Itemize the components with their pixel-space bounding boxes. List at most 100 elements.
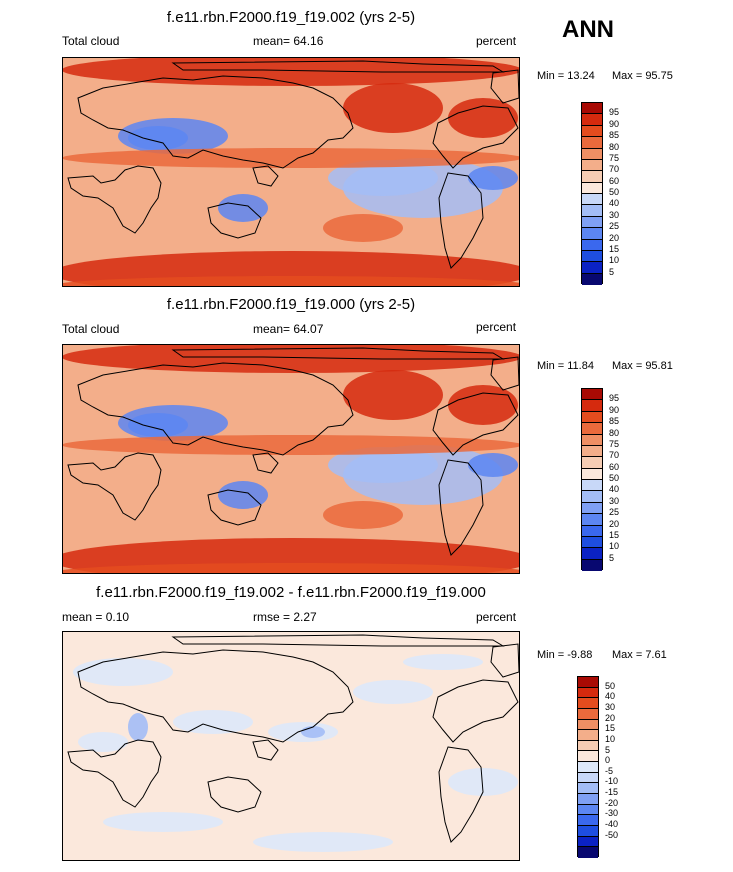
coastline (207, 489, 262, 526)
colorbar-segment (582, 250, 602, 263)
colorbar-segment (578, 783, 598, 795)
colorbar-segment (578, 762, 598, 773)
panel-3-units-label: percent (476, 610, 517, 624)
cloud-field-region (118, 405, 228, 441)
colorbar-tick-label: -20 (605, 797, 619, 808)
colorbar-segment (582, 400, 602, 412)
colorbar-tick-label: 5 (609, 266, 615, 277)
cloud-field-region (448, 385, 518, 425)
difference-field-region (173, 710, 253, 734)
colorbar-segment (582, 468, 602, 480)
colorbar-segment (582, 262, 602, 274)
colorbar-tick-label: -10 (605, 776, 619, 787)
colorbar-segment (582, 216, 602, 229)
coastline (67, 452, 162, 521)
coastline (171, 60, 505, 73)
coastline (207, 776, 262, 813)
colorbar-segment (582, 525, 602, 537)
colorbar-segment (582, 137, 602, 149)
difference-field-region (253, 832, 393, 852)
colorbar-segment (578, 847, 598, 858)
colorbar-tick-label: 70 (609, 450, 620, 461)
panel-1-colorbar (581, 102, 603, 285)
colorbar-segment (582, 273, 602, 285)
colorbar-tick-label: 15 (605, 723, 616, 734)
cloud-field-region (328, 447, 438, 483)
colorbar-segment (582, 205, 602, 217)
colorbar-tick-label: 20 (605, 712, 616, 723)
coastline (432, 392, 519, 456)
colorbar-tick-label: 20 (609, 232, 620, 243)
colorbar-tick-label: 95 (609, 107, 620, 118)
panel-1-map (62, 57, 520, 287)
colorbar-tick-label: 15 (609, 243, 620, 254)
colorbar-segment (582, 389, 602, 401)
difference-field-region (403, 654, 483, 670)
coastline (252, 452, 279, 474)
panel-1-title: f.e11.rbn.F2000.f19_f19.002 (yrs 2-5) (166, 9, 416, 26)
colorbar-segment (582, 125, 602, 138)
cloud-field-region (218, 481, 268, 509)
colorbar-segment (578, 677, 598, 688)
panel-2-max-label: Max = 95.81 (612, 360, 673, 372)
colorbar-segment (582, 228, 602, 240)
colorbar-segment (578, 804, 598, 816)
coastline (432, 679, 519, 743)
colorbar-segment (582, 559, 602, 571)
coastline (438, 746, 484, 843)
colorbar-tick-label: -5 (605, 765, 614, 776)
colorbar-tick-label: 40 (605, 691, 616, 702)
colorbar-tick-label: 50 (605, 680, 616, 691)
coastline (67, 739, 162, 808)
difference-field-region (353, 680, 433, 704)
coastline (490, 643, 519, 678)
difference-field-region (301, 726, 325, 738)
cloud-field-region (218, 194, 268, 222)
cloud-field-region (343, 370, 443, 420)
colorbar-segment (582, 445, 602, 458)
difference-field-region (73, 658, 173, 686)
colorbar-segment (582, 536, 602, 549)
colorbar-segment (578, 719, 598, 731)
difference-field-region (128, 713, 148, 741)
cloud-field-region (328, 160, 438, 196)
panel-2-mean-label: mean= 64.07 (253, 322, 324, 336)
panel-3-max-label: Max = 7.61 (612, 649, 667, 661)
colorbar-segment (578, 698, 598, 709)
cloud-field-region (448, 98, 518, 138)
colorbar-tick-label: 75 (609, 152, 620, 163)
colorbar-segment (578, 772, 598, 784)
colorbar-tick-label: 50 (609, 473, 620, 483)
colorbar-tick-label: 25 (609, 221, 620, 232)
coastline (207, 202, 262, 239)
colorbar-tick-label: 80 (609, 427, 620, 438)
panel-3-colorbar (577, 676, 599, 858)
colorbar-tick-label: 85 (609, 416, 620, 427)
panel-3-title: f.e11.rbn.F2000.f19_f19.002 - f.e11.rbn.… (96, 584, 486, 601)
difference-field-region (448, 768, 518, 796)
colorbar-tick-label: 30 (609, 495, 620, 506)
cloud-field-region (63, 276, 519, 286)
colorbar-segment (582, 502, 602, 515)
cloud-field-region (63, 563, 519, 573)
colorbar-tick-label: 5 (609, 552, 615, 563)
colorbar-segment (582, 239, 602, 251)
colorbar-segment (582, 411, 602, 424)
cloud-field-region (468, 166, 518, 190)
season-label: ANN (562, 16, 614, 43)
colorbar-segment (582, 514, 602, 526)
cloud-field-region (323, 214, 403, 242)
colorbar-segment (582, 182, 602, 194)
colorbar-segment (582, 148, 602, 160)
colorbar-tick-label: 30 (609, 209, 620, 220)
colorbar-segment (578, 794, 598, 805)
panel-2-units-label: percent (476, 320, 517, 334)
colorbar-tick-label: 40 (609, 484, 620, 495)
colorbar-tick-label: 10 (605, 733, 616, 744)
panel-1-units-label: percent (476, 34, 517, 48)
map-canvas (63, 632, 519, 860)
panel-2-variable-label: Total cloud (62, 322, 120, 336)
colorbar-segment (582, 171, 602, 183)
colorbar-segment (582, 434, 602, 446)
colorbar-segment (582, 423, 602, 435)
